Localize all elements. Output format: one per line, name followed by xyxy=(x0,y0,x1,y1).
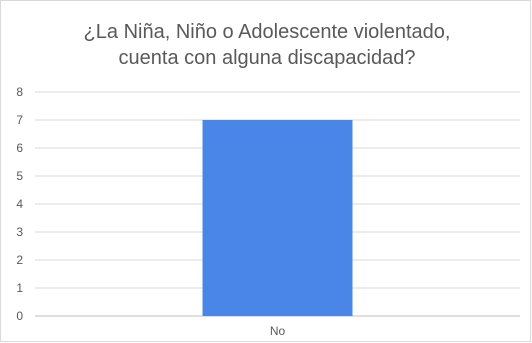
chart-title-line-1: ¿La Niña, Niño o Adolescente violentado, xyxy=(83,21,451,43)
y-tick-label: 8 xyxy=(16,85,23,99)
chart-title-line-2: cuenta con alguna discapacidad? xyxy=(118,47,416,69)
bar-no xyxy=(202,120,353,316)
y-tick-label: 5 xyxy=(16,169,23,183)
y-tick-label: 7 xyxy=(16,113,23,127)
y-tick-label: 3 xyxy=(16,225,23,239)
y-tick-label: 0 xyxy=(16,309,23,323)
y-tick-label: 2 xyxy=(16,253,23,267)
y-tick-label: 6 xyxy=(16,141,23,155)
y-tick-label: 4 xyxy=(16,197,23,211)
chart-title: ¿La Niña, Niño o Adolescente violentado,… xyxy=(1,19,532,71)
x-tick-label: No xyxy=(270,324,286,338)
y-tick-label: 1 xyxy=(16,281,23,295)
